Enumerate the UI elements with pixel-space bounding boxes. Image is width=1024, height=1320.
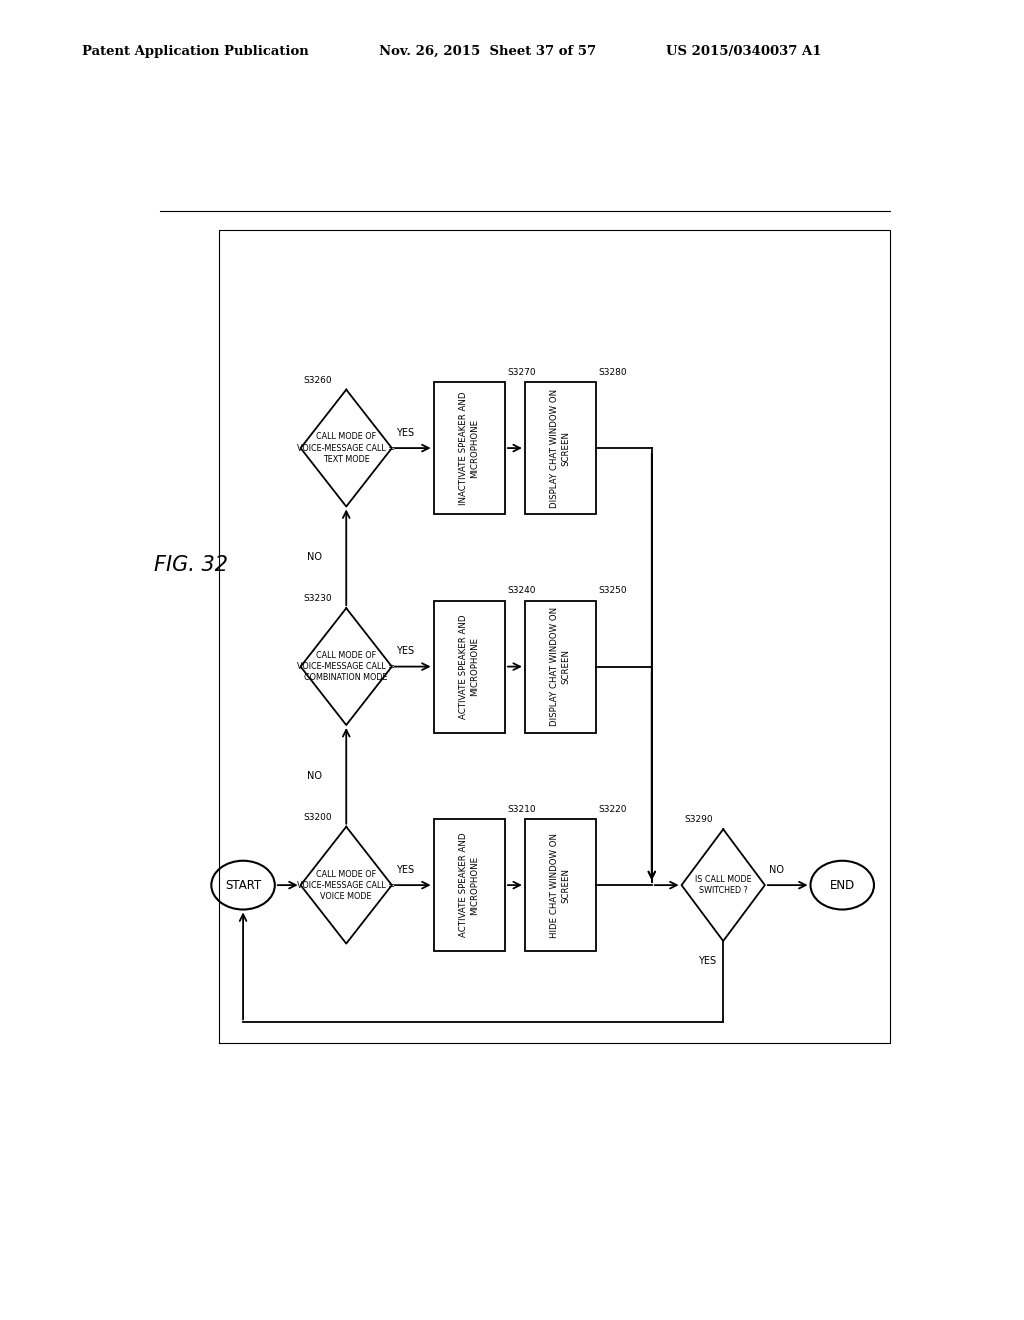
Text: US 2015/0340037 A1: US 2015/0340037 A1 bbox=[666, 45, 821, 58]
Text: FIG. 32: FIG. 32 bbox=[155, 554, 228, 576]
Text: S3270: S3270 bbox=[507, 368, 536, 378]
Text: NO: NO bbox=[307, 771, 323, 781]
Text: Patent Application Publication: Patent Application Publication bbox=[82, 45, 308, 58]
Text: S3210: S3210 bbox=[507, 805, 536, 814]
Text: CALL MODE OF
VOICE-MESSAGE CALL =
TEXT MODE: CALL MODE OF VOICE-MESSAGE CALL = TEXT M… bbox=[297, 433, 395, 463]
Text: YES: YES bbox=[698, 956, 717, 966]
Text: ACTIVATE SPEAKER AND
MICROPHONE: ACTIVATE SPEAKER AND MICROPHONE bbox=[459, 614, 479, 719]
Text: START: START bbox=[225, 879, 261, 891]
Text: YES: YES bbox=[396, 428, 414, 438]
Text: S3260: S3260 bbox=[303, 376, 332, 384]
Text: S3230: S3230 bbox=[303, 594, 332, 603]
Text: DISPLAY CHAT WINDOW ON
SCREEN: DISPLAY CHAT WINDOW ON SCREEN bbox=[551, 607, 570, 726]
Text: END: END bbox=[829, 879, 855, 891]
Text: CALL MODE OF
VOICE-MESSAGE CALL =
COMBINATION MODE: CALL MODE OF VOICE-MESSAGE CALL = COMBIN… bbox=[297, 651, 395, 682]
Text: DISPLAY CHAT WINDOW ON
SCREEN: DISPLAY CHAT WINDOW ON SCREEN bbox=[551, 388, 570, 508]
Text: S3220: S3220 bbox=[599, 805, 627, 814]
Text: ACTIVATE SPEAKER AND
MICROPHONE: ACTIVATE SPEAKER AND MICROPHONE bbox=[459, 833, 479, 937]
Text: NO: NO bbox=[307, 552, 323, 562]
Text: S3200: S3200 bbox=[303, 813, 332, 821]
Text: YES: YES bbox=[396, 647, 414, 656]
Text: IS CALL MODE
SWITCHED ?: IS CALL MODE SWITCHED ? bbox=[695, 875, 752, 895]
Text: HIDE CHAT WINDOW ON
SCREEN: HIDE CHAT WINDOW ON SCREEN bbox=[551, 833, 570, 937]
Text: S3250: S3250 bbox=[599, 586, 628, 595]
Text: YES: YES bbox=[396, 865, 414, 875]
Text: CALL MODE OF
VOICE-MESSAGE CALL =
VOICE MODE: CALL MODE OF VOICE-MESSAGE CALL = VOICE … bbox=[297, 870, 395, 900]
Text: NO: NO bbox=[769, 865, 783, 875]
Text: S3280: S3280 bbox=[599, 368, 628, 378]
Text: INACTIVATE SPEAKER AND
MICROPHONE: INACTIVATE SPEAKER AND MICROPHONE bbox=[459, 391, 479, 504]
Text: S3290: S3290 bbox=[684, 816, 713, 824]
Text: S3240: S3240 bbox=[507, 586, 536, 595]
Text: Nov. 26, 2015  Sheet 37 of 57: Nov. 26, 2015 Sheet 37 of 57 bbox=[379, 45, 596, 58]
